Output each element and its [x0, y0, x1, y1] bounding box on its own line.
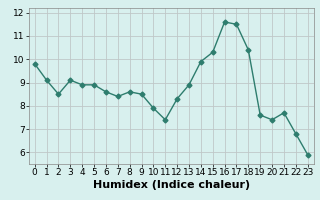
X-axis label: Humidex (Indice chaleur): Humidex (Indice chaleur) — [92, 180, 250, 190]
